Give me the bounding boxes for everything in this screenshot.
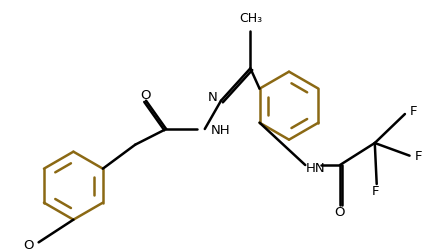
Text: O: O	[23, 238, 34, 250]
Text: F: F	[372, 185, 380, 198]
Text: O: O	[335, 206, 345, 219]
Text: N: N	[208, 91, 218, 104]
Text: O: O	[140, 89, 150, 102]
Text: F: F	[414, 150, 422, 162]
Text: CH₃: CH₃	[239, 12, 262, 24]
Text: HN: HN	[306, 162, 326, 175]
Text: F: F	[410, 105, 417, 118]
Text: NH: NH	[211, 124, 231, 137]
